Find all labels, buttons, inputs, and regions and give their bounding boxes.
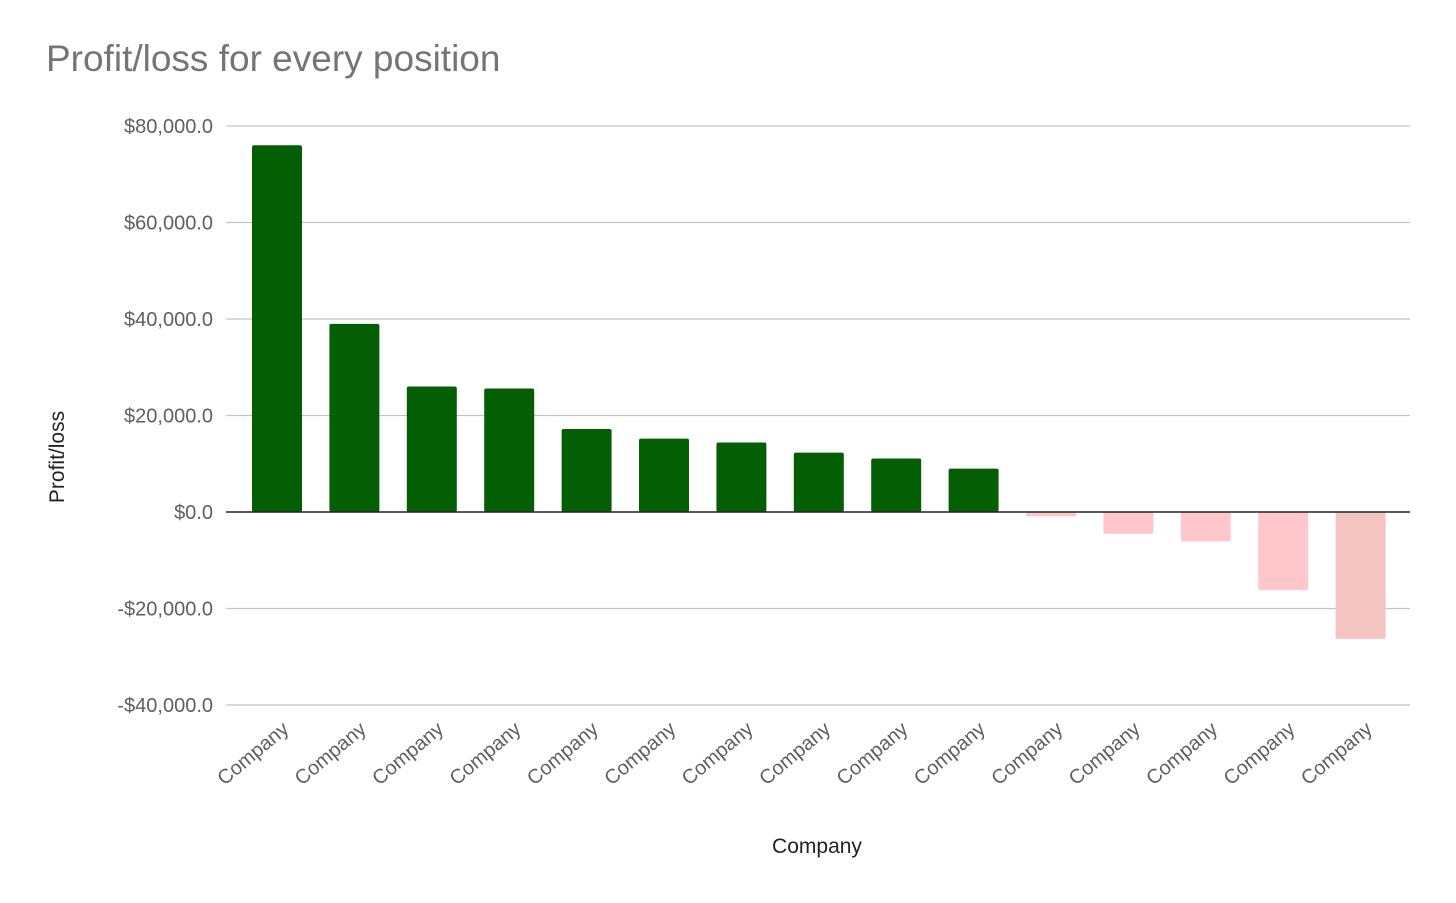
y-tick-label: $0.0 — [174, 502, 213, 524]
bar — [484, 388, 535, 512]
y-tick-label: $40,000.0 — [124, 309, 213, 331]
bar — [1103, 512, 1154, 534]
x-tick-label: Company — [987, 718, 1067, 790]
bar — [1258, 512, 1309, 591]
bar — [406, 386, 457, 512]
y-tick-label: $60,000.0 — [124, 213, 213, 235]
bar — [329, 323, 380, 512]
bar — [561, 429, 612, 512]
bar — [1026, 512, 1076, 517]
bar — [252, 145, 302, 513]
y-tick-label: $20,000.0 — [124, 406, 213, 428]
bars — [252, 145, 1386, 639]
x-tick-label: Company — [523, 718, 603, 790]
x-tick-label: Company — [446, 718, 526, 790]
bar — [639, 438, 689, 512]
x-tick-label: Company — [1297, 718, 1377, 790]
x-tick-label: Company — [1065, 718, 1145, 790]
x-tick-label: Company — [213, 718, 293, 790]
x-tick-label: Company — [1142, 718, 1222, 790]
y-axis-tick-labels: $80,000.0 $60,000.0 $40,000.0 $20,000.0 $0.0… — [117, 116, 213, 717]
x-tick-label: Company — [291, 718, 371, 790]
x-tick-label: Company — [600, 718, 680, 790]
bar — [793, 452, 844, 512]
x-tick-label: Company — [1220, 718, 1300, 790]
x-tick-label: Company — [678, 718, 758, 790]
y-axis-title: Profit/loss — [46, 411, 69, 503]
x-tick-label: Company — [368, 718, 448, 790]
chart-title: Profit/loss for every position — [46, 38, 501, 79]
bar — [1180, 512, 1231, 542]
x-tick-label: Company — [910, 718, 990, 790]
x-axis-title: Company — [772, 835, 862, 858]
y-tick-label: -$40,000.0 — [117, 695, 213, 717]
bar — [716, 442, 767, 512]
bar — [948, 468, 999, 512]
x-axis-category-labels: CompanyCompanyCompanyCompanyCompanyCompa… — [213, 718, 1376, 790]
bar — [871, 458, 922, 512]
y-tick-label: $80,000.0 — [124, 116, 213, 138]
x-tick-label: Company — [755, 718, 835, 790]
bar — [1335, 512, 1386, 639]
gridlines — [226, 125, 1410, 706]
y-tick-label: -$20,000.0 — [117, 599, 213, 621]
x-tick-label: Company — [833, 718, 913, 790]
